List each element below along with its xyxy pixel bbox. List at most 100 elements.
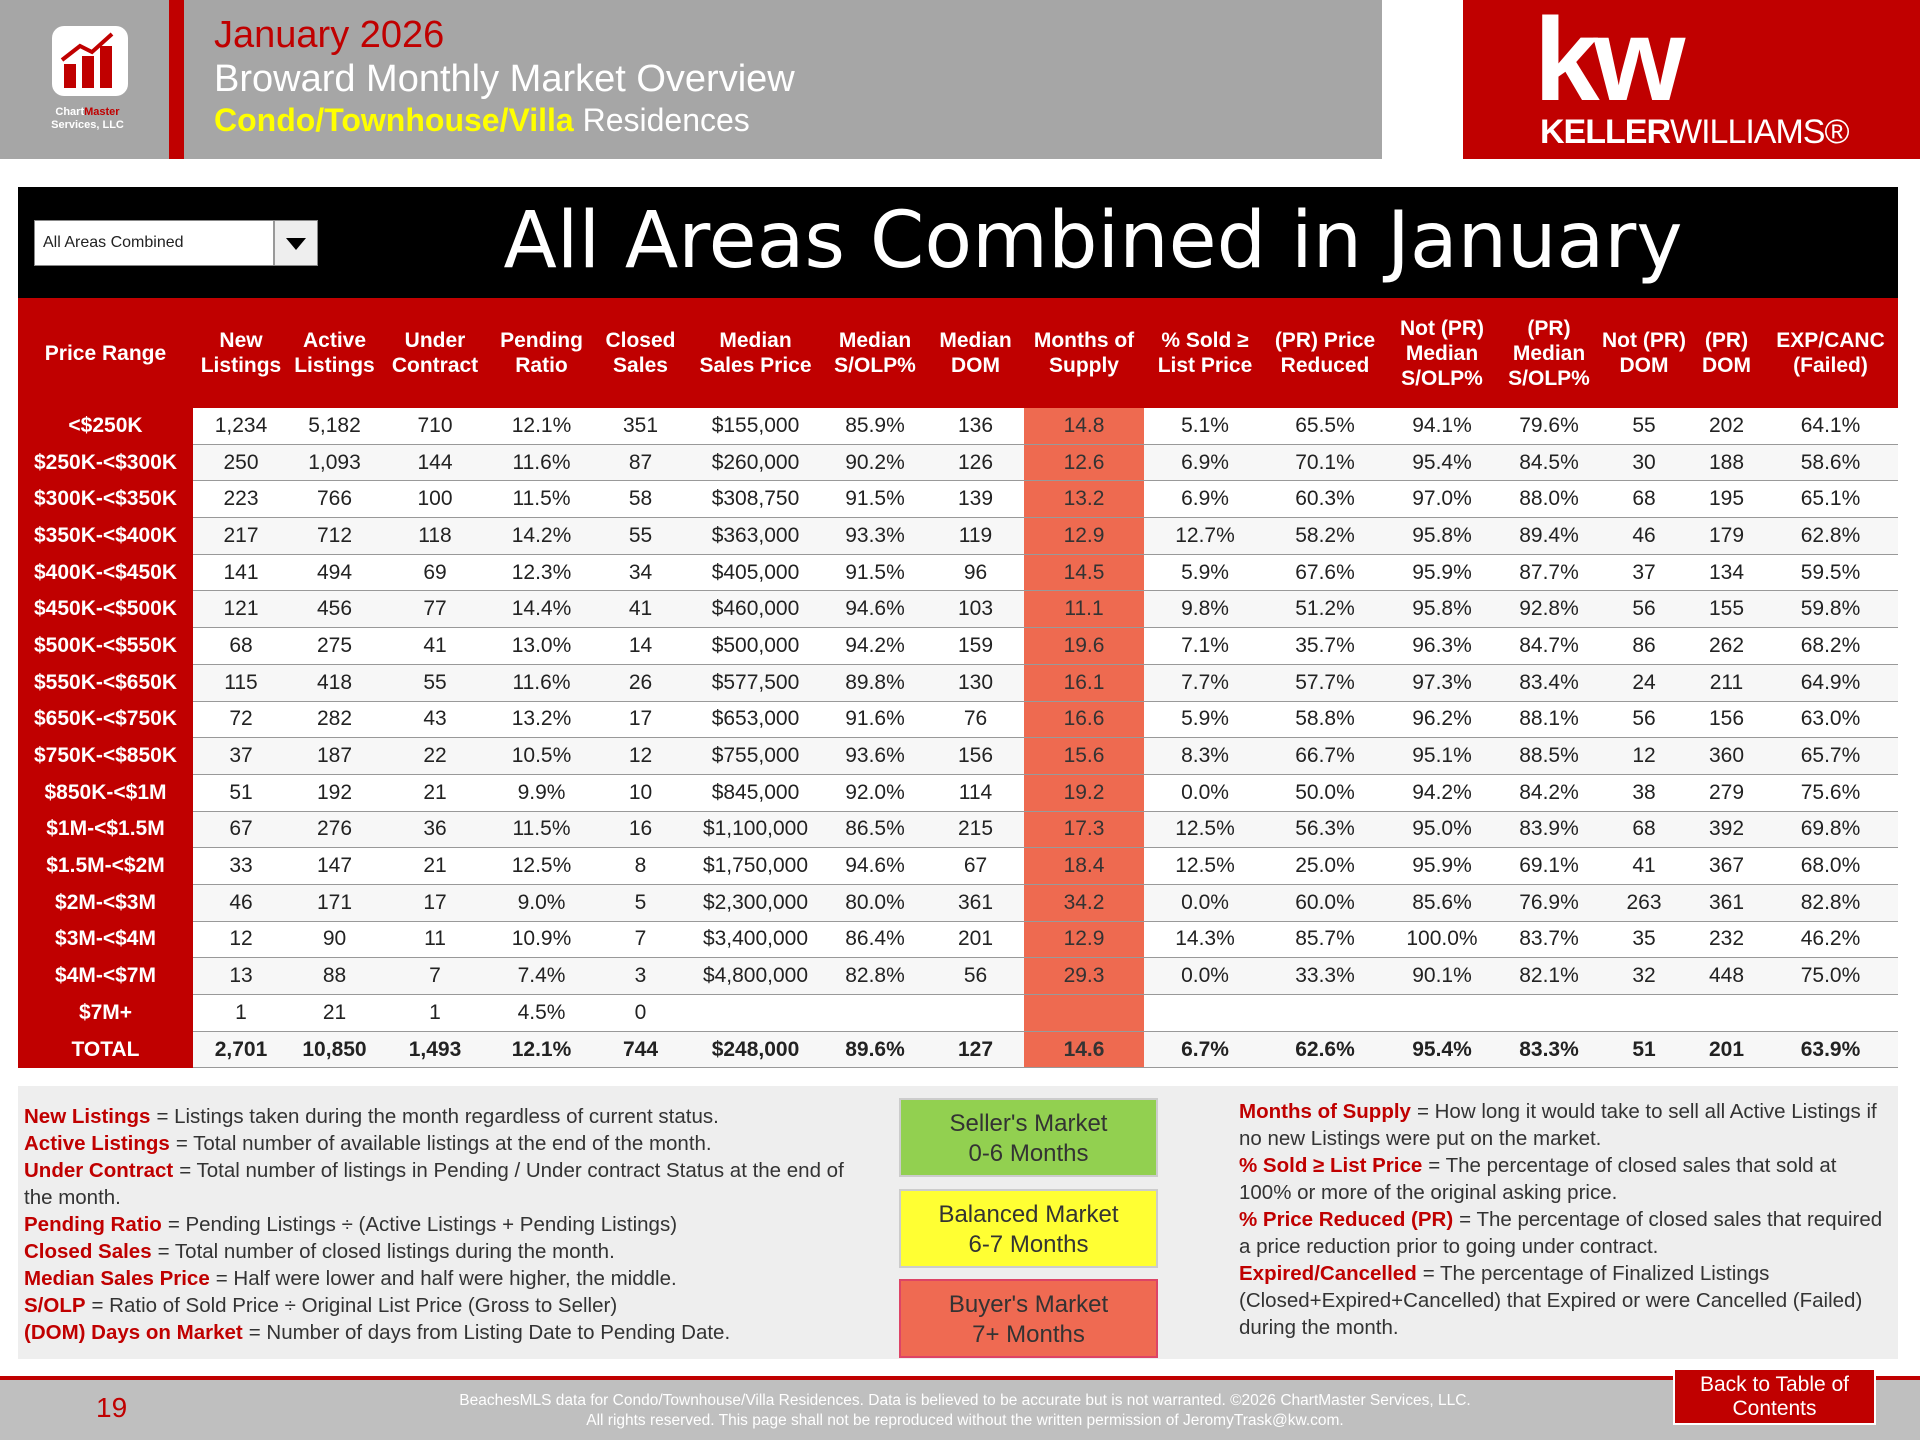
cell: 7.4%: [490, 957, 593, 995]
cell: 96: [927, 554, 1024, 592]
cell: 96.3%: [1384, 627, 1500, 665]
definition-term: Median Sales Price: [24, 1267, 210, 1290]
cell: 232: [1690, 921, 1763, 959]
cell: $2,300,000: [688, 884, 823, 922]
cell: 84.5%: [1500, 444, 1598, 482]
empty-cell: [927, 994, 1024, 1032]
price-range: $250K-<$300K: [18, 444, 193, 482]
market-name: Seller's Market: [949, 1110, 1108, 1137]
cell: 83.4%: [1500, 664, 1598, 702]
area-dropdown[interactable]: All Areas Combined: [34, 220, 318, 266]
cell: 201: [927, 921, 1024, 959]
price-range: $4M-<$7M: [18, 957, 193, 995]
definition-term: Months of Supply: [1239, 1100, 1411, 1123]
footer-band: [0, 1380, 1920, 1440]
cell: 21: [380, 847, 490, 885]
cell: 88.1%: [1500, 701, 1598, 739]
cell: 766: [289, 480, 380, 519]
cell: 94.6%: [823, 590, 927, 629]
column-header: New Listings: [193, 298, 289, 408]
cell: 33: [193, 847, 289, 885]
cell: 360: [1690, 737, 1763, 775]
cell: 89.4%: [1500, 517, 1598, 555]
cell: 744: [593, 1031, 688, 1069]
price-range: $400K-<$450K: [18, 554, 193, 592]
cell: 223: [193, 480, 289, 519]
cell: 6.9%: [1144, 480, 1266, 519]
cell: 77: [380, 590, 490, 629]
dropdown-button[interactable]: [273, 221, 317, 265]
cell: 95.4%: [1384, 1031, 1500, 1069]
cell: 91.5%: [823, 554, 927, 592]
cell: 56: [1598, 701, 1690, 739]
market-box: Seller's Market 0-6 Months: [899, 1098, 1158, 1177]
column-header: % Sold ≥ List Price: [1144, 298, 1266, 408]
cell: 12.5%: [1144, 847, 1266, 885]
cell: 56: [927, 957, 1024, 995]
cell: 5: [593, 884, 688, 922]
cell: 41: [380, 627, 490, 665]
definition-text: = The percentage of Finalized Listings (…: [1239, 1262, 1863, 1339]
cell: 14: [593, 627, 688, 665]
cell: 92.8%: [1500, 590, 1598, 629]
cell: 56: [1598, 590, 1690, 629]
definition-term: Pending Ratio: [24, 1213, 162, 1236]
cell: $260,000: [688, 444, 823, 482]
definition-text: = Pending Listings ÷ (Active Listings + …: [167, 1213, 678, 1236]
footer-line2: All rights reserved. This page shall not…: [586, 1412, 1344, 1429]
price-range: $1M-<$1.5M: [18, 811, 193, 849]
cell: 84.2%: [1500, 774, 1598, 812]
cell: 10,850: [289, 1031, 380, 1069]
table-row: $850K-<$1M 51 192 21 9.9% 10 $845,000 92.0% 114 1…: [18, 774, 1898, 812]
market-box: Buyer's Market 7+ Months: [899, 1279, 1158, 1358]
logo-name: Master: [84, 106, 120, 118]
cell: $577,500: [688, 664, 823, 702]
cell: 144: [380, 444, 490, 482]
cell: 55: [593, 517, 688, 555]
table-row: $450K-<$500K 121 456 77 14.4% 41 $460,000 94.6%…: [18, 590, 1898, 629]
definition-text: = The percentage of closed sales that so…: [1239, 1154, 1837, 1204]
cell: 8: [593, 847, 688, 885]
definition-term: S/OLP: [24, 1294, 86, 1317]
cell: 19.2: [1024, 774, 1144, 812]
cell: $248,000: [688, 1031, 823, 1069]
table-row: $1M-<$1.5M 67 276 36 11.5% 16 $1,100,000 86.5% 2…: [18, 811, 1898, 849]
cell: 12.5%: [1144, 811, 1266, 849]
column-header: Active Listings: [289, 298, 380, 408]
cell: 119: [927, 517, 1024, 555]
cell: 17.3: [1024, 811, 1144, 849]
cell: 11: [380, 921, 490, 959]
cell: 456: [289, 590, 380, 629]
cell: 91.6%: [823, 701, 927, 739]
dropdown-arrow: [286, 238, 306, 250]
cell: 114: [927, 774, 1024, 812]
column-header: (PR) Price Reduced: [1266, 298, 1384, 408]
cell: 134: [1690, 554, 1763, 592]
definition-term: (DOM) Days on Market: [24, 1321, 243, 1344]
market-range: 0-6 Months: [968, 1140, 1089, 1167]
cell: 46: [1598, 517, 1690, 555]
price-range: $650K-<$750K: [18, 701, 193, 739]
cell: 94.2%: [823, 627, 927, 665]
cell: 95.0%: [1384, 811, 1500, 849]
back-link[interactable]: Back to Table of Contents: [1673, 1368, 1876, 1425]
cell: 16.1: [1024, 664, 1144, 702]
cell: $4,800,000: [688, 957, 823, 995]
table-row: $650K-<$750K 72 282 43 13.2% 17 $653,000 91.6% 7…: [18, 701, 1898, 739]
cell: 16.6: [1024, 701, 1144, 739]
definition: Closed Sales = Total number of closed lis…: [24, 1238, 844, 1265]
market-box: Balanced Market 6-7 Months: [899, 1189, 1158, 1268]
cell: 97.3%: [1384, 664, 1500, 702]
cell: 33.3%: [1266, 957, 1384, 995]
cell: 494: [289, 554, 380, 592]
cell: 250: [193, 444, 289, 482]
empty-cell: [1598, 994, 1690, 1032]
page-number: 19: [96, 1392, 128, 1423]
definition-text: = Listings taken during the month regard…: [156, 1105, 719, 1128]
definition: % Price Reduced (PR) = The percentage of …: [1239, 1206, 1884, 1260]
cell: 83.3%: [1500, 1031, 1598, 1069]
cell: 187: [289, 737, 380, 775]
cell: 15.6: [1024, 737, 1144, 775]
cell: $308,750: [688, 480, 823, 519]
cell: 4.5%: [490, 994, 593, 1032]
